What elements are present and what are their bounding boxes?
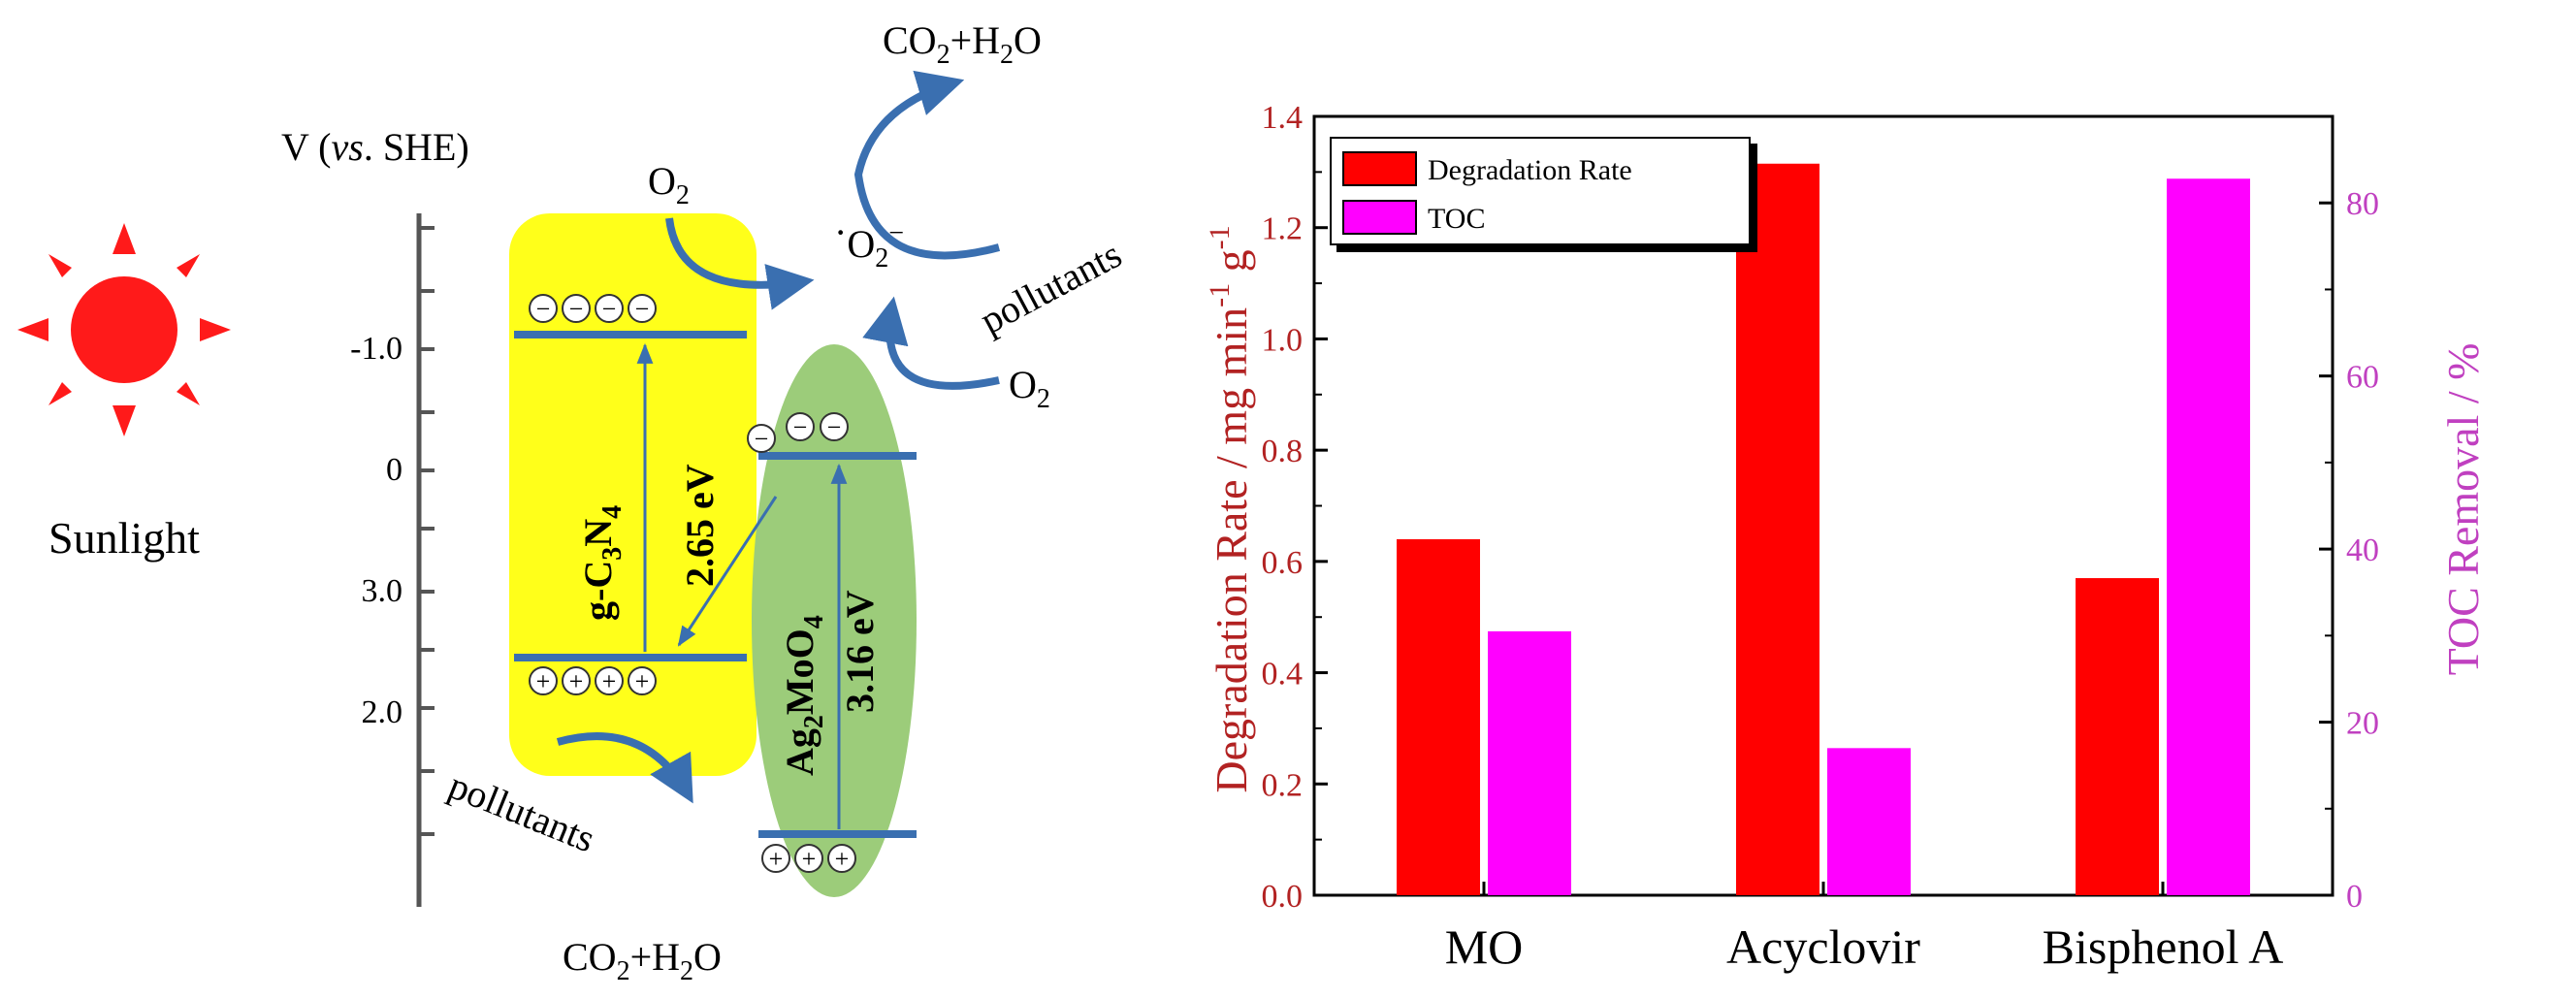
left-axis-title: Degradation Rate / mg min-1 g-1 [1204, 225, 1256, 792]
legend-swatch-toc [1342, 200, 1417, 235]
hole [595, 666, 624, 695]
right-tick-label: 20 [2346, 706, 2379, 742]
hole-symbol: + [602, 667, 617, 695]
agmo-electrons: − − − [747, 412, 849, 453]
electron [820, 412, 849, 441]
hole [794, 844, 823, 873]
left-tick-label: 0.2 [1262, 767, 1304, 803]
bar-degradation [1736, 163, 1819, 896]
agmo-holes: + + + [761, 844, 856, 873]
co2-h2o-label-bottom: CO2+H2O [563, 935, 722, 986]
electron-symbol: − [755, 425, 769, 453]
agmo-block [752, 344, 917, 897]
potential-tick-label: 2.0 [362, 694, 403, 730]
hole-symbol: + [536, 667, 551, 695]
bars [1397, 163, 2250, 896]
hole [529, 666, 558, 695]
electron [628, 294, 657, 323]
bar-degradation [2076, 578, 2159, 895]
pollutant-oxidation-arrow-top [853, 70, 1001, 260]
gcn-name-label: g-C3N4 [576, 505, 628, 621]
left-tick-label: 0.4 [1262, 657, 1304, 693]
legend: Degradation Rate TOC [1330, 137, 1757, 252]
right-tick-label: 80 [2346, 186, 2379, 222]
superoxide-label: ·O2− [834, 210, 904, 274]
left-tick-label: 1.2 [1262, 211, 1304, 247]
right-axis-ticks: 0 20 40 60 80 [2319, 115, 2379, 915]
electron-symbol: − [569, 295, 584, 323]
o2-reduction-arrow-agmo [862, 296, 1000, 390]
hole-symbol: + [835, 845, 850, 873]
electron [747, 424, 776, 453]
hole [761, 844, 790, 873]
band-diagram: Sunlight V (vs. SHE) -1.0 0 3.0 2.0 [17, 18, 1129, 986]
sunlight-label: Sunlight [48, 513, 200, 563]
electron-symbol: − [827, 413, 842, 441]
legend-label-degradation: Degradation Rate [1428, 154, 1632, 186]
pollutants-label-bottom: pollutants [443, 763, 601, 861]
sun-icon [17, 223, 231, 436]
right-tick-label: 60 [2346, 360, 2379, 396]
o2-label-agmo: O2 [1009, 363, 1050, 414]
charge-transfer-arrow [677, 496, 778, 647]
bar-toc [2167, 178, 2250, 896]
x-axis-ticks: MO Acyclovir Bisphenol A [1445, 882, 2284, 974]
co2-h2o-label-top: CO2+H2O [883, 18, 1042, 70]
pollutant-oxidation-arrow-bottom [556, 732, 693, 804]
electron-symbol: − [602, 295, 617, 323]
bar-degradation [1397, 538, 1480, 895]
electron [786, 412, 815, 441]
left-tick-label: 0.8 [1262, 434, 1304, 469]
potential-tick-label: 0 [386, 452, 402, 488]
electron [595, 294, 624, 323]
agmo-bandgap-label: 3.16 eV [838, 590, 882, 713]
bar-toc [1827, 748, 1911, 895]
gcn-holes: + + + + [529, 666, 657, 695]
potential-axis-ticks [419, 226, 435, 836]
hole-symbol: + [802, 845, 817, 873]
bar-toc [1488, 630, 1571, 895]
hole [628, 666, 657, 695]
o2-reduction-arrow-gcn [665, 217, 815, 310]
gcn-bandgap-label: 2.65 eV [678, 464, 722, 587]
potential-tick-label: 3.0 [362, 573, 403, 609]
right-tick-label: 40 [2346, 532, 2379, 568]
x-tick-label: Acyclovir [1726, 919, 1920, 974]
legend-swatch-degradation [1342, 151, 1417, 186]
o2-label-gcn: O2 [648, 159, 690, 210]
right-tick-label: 0 [2346, 879, 2363, 915]
potential-axis-title: V (vs. SHE) [281, 125, 469, 169]
potential-tick-label: -1.0 [350, 331, 402, 367]
x-tick-label: Bisphenol A [2043, 919, 2284, 974]
legend-label-toc: TOC [1428, 203, 1485, 235]
electron-symbol: − [793, 413, 808, 441]
electron-symbol: − [536, 295, 551, 323]
electron-symbol: − [635, 295, 650, 323]
hole-symbol: + [769, 845, 784, 873]
hole [562, 666, 591, 695]
electron [562, 294, 591, 323]
hole-symbol: + [635, 667, 650, 695]
x-tick-label: MO [1445, 919, 1524, 974]
hole-symbol: + [569, 667, 584, 695]
right-axis-title: TOC Removal / % [2438, 343, 2488, 676]
left-tick-label: 1.0 [1262, 322, 1304, 358]
left-axis-ticks: 0.0 0.2 0.4 0.6 0.8 1.0 1.2 1.4 [1262, 100, 1328, 915]
agmo-name-label: Ag2MoO4 [778, 615, 829, 776]
bar-chart: 0.0 0.2 0.4 0.6 0.8 1.0 1.2 1.4 0 20 40 60 80 MO Acy… [1204, 100, 2488, 974]
left-tick-label: 1.4 [1262, 100, 1304, 136]
left-tick-label: 0.6 [1262, 545, 1304, 581]
hole [827, 844, 856, 873]
gcn-electrons: − − − − [529, 294, 657, 323]
electron [529, 294, 558, 323]
left-tick-label: 0.0 [1262, 879, 1304, 915]
